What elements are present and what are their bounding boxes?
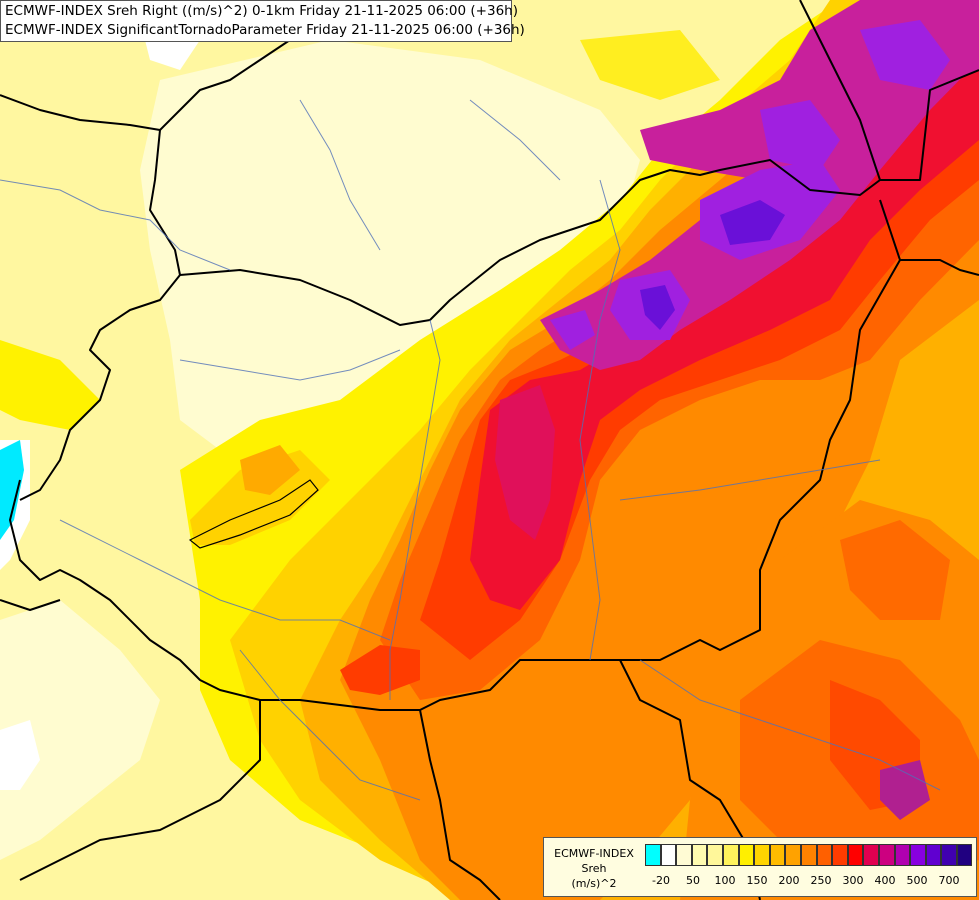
map-title-box: ECMWF-INDEX Sreh Right ((m/s)^2) 0-1km F…: [0, 0, 525, 42]
legend-tick-label: 500: [906, 874, 928, 887]
border-line-3: [799, 0, 881, 181]
field-purple-core-4: [860, 20, 950, 90]
border-line-5: [9, 259, 901, 711]
legend-tick-label: 200: [778, 874, 800, 887]
legend-caption: ECMWF-INDEX Sreh (m/s)^2: [544, 846, 644, 891]
legend-variable: Sreh: [581, 862, 607, 875]
field-yellow-north-1: [580, 30, 720, 100]
legend-tick-label: 700: [938, 874, 960, 887]
title-line-1: ECMWF-INDEX Sreh Right ((m/s)^2) 0-1km F…: [5, 3, 518, 19]
river-line-2: [389, 319, 441, 700]
legend-swatch: [738, 844, 755, 866]
river-line-7: [639, 659, 941, 791]
legend-swatch: [832, 844, 848, 866]
legend-swatch: [660, 844, 677, 866]
legend-tick-label: 250: [810, 874, 832, 887]
field-purple-east: [880, 760, 930, 820]
lake-outline: [188, 479, 319, 549]
legend-swatch: [816, 844, 833, 866]
legend-swatch: [645, 844, 661, 866]
legend-swatch: [894, 844, 911, 866]
field-purple-core-5: [550, 310, 595, 350]
river-line-3: [579, 179, 621, 661]
legend-swatch: [785, 844, 801, 866]
legend-tick-label: 150: [746, 874, 768, 887]
legend-swatch: [800, 844, 817, 866]
field-darkorange-east: [840, 520, 950, 620]
legend-swatch: [910, 844, 926, 866]
field-cyan-patch: [0, 440, 24, 540]
legend-swatch: [925, 844, 942, 866]
field-pale-west: [0, 600, 160, 860]
field-redorange-south: [340, 645, 420, 695]
legend-ticks: -20 50 100 150 200 250 300 400 500 700: [645, 874, 975, 890]
legend-unit: (m/s)^2: [571, 877, 617, 890]
legend-swatch: [691, 844, 708, 866]
border-line-9: [19, 700, 261, 881]
legend-swatches: [645, 844, 973, 866]
river-line-9: [469, 99, 561, 181]
border-line-4: [879, 199, 979, 276]
legend-swatch: [754, 844, 770, 866]
river-line-4: [179, 349, 401, 381]
legend-model: ECMWF-INDEX: [554, 847, 634, 860]
title-line-2: ECMWF-INDEX SignificantTornadoParameter …: [5, 22, 525, 38]
legend-swatch: [878, 844, 895, 866]
field-crimson-core: [495, 385, 555, 540]
legend-tick-label: 300: [842, 874, 864, 887]
border-line-1: [0, 69, 979, 326]
legend-tick-label: 400: [874, 874, 896, 887]
legend-swatch: [769, 844, 786, 866]
field-pale-north: [140, 40, 640, 450]
field-amber-blob: [240, 445, 300, 495]
river-line-1: [0, 179, 231, 271]
legend-tick-label: 50: [686, 874, 700, 887]
legend-swatch: [863, 844, 879, 866]
field-purple-core-3: [760, 100, 840, 170]
rivers: [0, 99, 941, 801]
border-line-10: [0, 599, 61, 611]
field-white-patch-2: [0, 720, 40, 790]
legend-swatch: [676, 844, 692, 866]
field-indigo-core-2: [640, 285, 675, 330]
field-indigo-core-1: [720, 200, 785, 245]
legend-swatch: [956, 844, 973, 866]
legend-swatch: [847, 844, 864, 866]
river-line-10: [239, 649, 421, 801]
river-line-5: [59, 519, 391, 641]
legend-swatch: [722, 844, 739, 866]
legend-swatch: [941, 844, 957, 866]
river-line-6: [619, 459, 881, 501]
legend-tick-label: 100: [714, 874, 736, 887]
legend-swatch: [707, 844, 723, 866]
field-yellow-west: [0, 340, 100, 430]
color-legend: ECMWF-INDEX Sreh (m/s)^2 -20 50 100 150 200 2…: [543, 837, 977, 897]
legend-tick-label: -20: [652, 874, 670, 887]
river-line-8: [299, 99, 381, 251]
border-line-7: [419, 709, 501, 900]
border-line-6: [19, 274, 181, 501]
